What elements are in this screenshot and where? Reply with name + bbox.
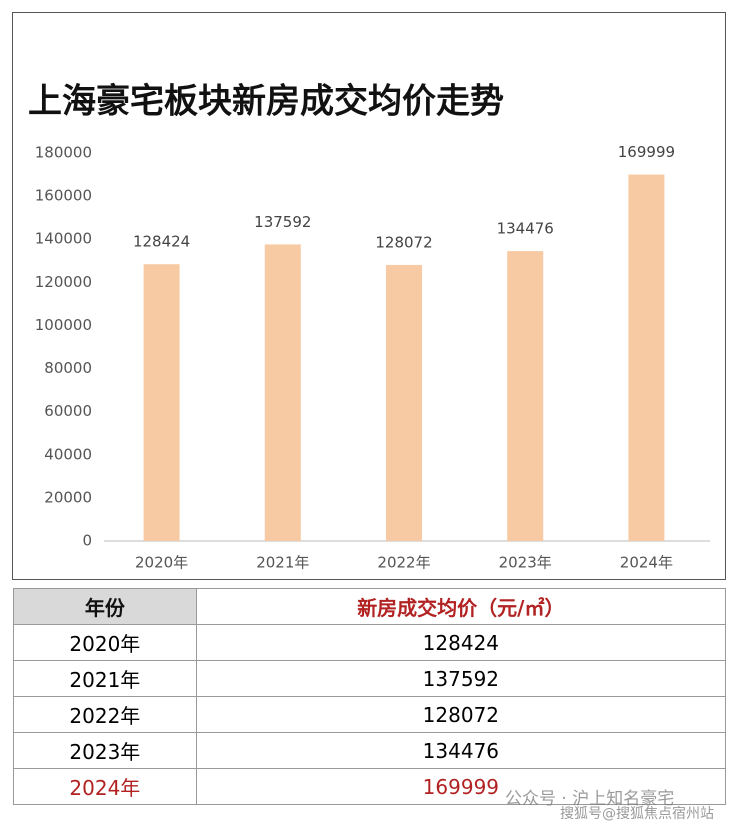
x-tick-label: 2022年 (377, 554, 430, 572)
bar (386, 264, 422, 541)
header-cell: 年份 (13, 588, 197, 625)
data-label: 169999 (618, 143, 675, 161)
cell: 169999 (195, 768, 727, 805)
chart: 上海豪宅板块新房成交均价走势 0 20000 40000 60000 80000 1000… (28, 82, 710, 572)
bar (507, 251, 544, 541)
y-tick-label: 160000 (35, 187, 92, 205)
table-row: 2022年 128072 (13, 696, 727, 733)
table-header: 年份 新房成交均价（元/㎡） (13, 588, 727, 625)
y-tick-label: 80000 (44, 359, 92, 377)
x-tick-label: 2023年 (499, 554, 552, 572)
data-label: 134476 (497, 220, 554, 238)
table-row: 2023年 134476 (13, 732, 727, 769)
y-tick-label: 140000 (35, 230, 92, 248)
data-table: 年份 新房成交均价（元/㎡） 2020年 128424 2021年 137592 2… (13, 588, 727, 805)
cell: 134476 (195, 732, 727, 769)
cell: 137592 (195, 660, 727, 697)
chart-title: 上海豪宅板块新房成交均价走势 (28, 82, 504, 122)
y-tick-label: 60000 (44, 402, 92, 420)
watermark: 公众号 · 沪上知名豪宅 (505, 789, 675, 809)
watermark: 搜狐号@搜狐焦点宿州站 (560, 806, 714, 822)
data-label: 128072 (375, 233, 432, 251)
cell: 128072 (195, 696, 727, 733)
bar (264, 244, 301, 542)
table-row: 2021年 137592 (13, 660, 727, 697)
chart-frame (12, 12, 726, 580)
cell: 2022年 (13, 696, 197, 733)
y-tick-label: 0 (82, 532, 92, 550)
cell: 2020年 (13, 624, 197, 661)
x-tick-label: 2020年 (135, 554, 188, 572)
table-row: 2024年 169999 (13, 768, 727, 805)
y-tick-label: 120000 (35, 273, 92, 291)
table-row: 2020年 128424 (13, 624, 727, 661)
y-tick-label: 180000 (35, 144, 92, 162)
x-tick-label: 2021年 (256, 554, 309, 572)
x-tick-label: 2024年 (620, 554, 673, 572)
header-cell: 新房成交均价（元/㎡） (195, 588, 727, 625)
cell: 128424 (195, 624, 727, 661)
data-label: 128424 (133, 233, 190, 251)
y-tick-label: 20000 (44, 488, 92, 506)
cell: 2024年 (13, 768, 197, 805)
y-tick-label: 40000 (44, 445, 92, 463)
bar (628, 174, 665, 541)
data-label: 137592 (254, 213, 311, 231)
cell: 2021年 (13, 660, 197, 697)
bar (143, 264, 180, 541)
cell: 2023年 (13, 732, 197, 769)
y-tick-label: 100000 (35, 316, 92, 334)
